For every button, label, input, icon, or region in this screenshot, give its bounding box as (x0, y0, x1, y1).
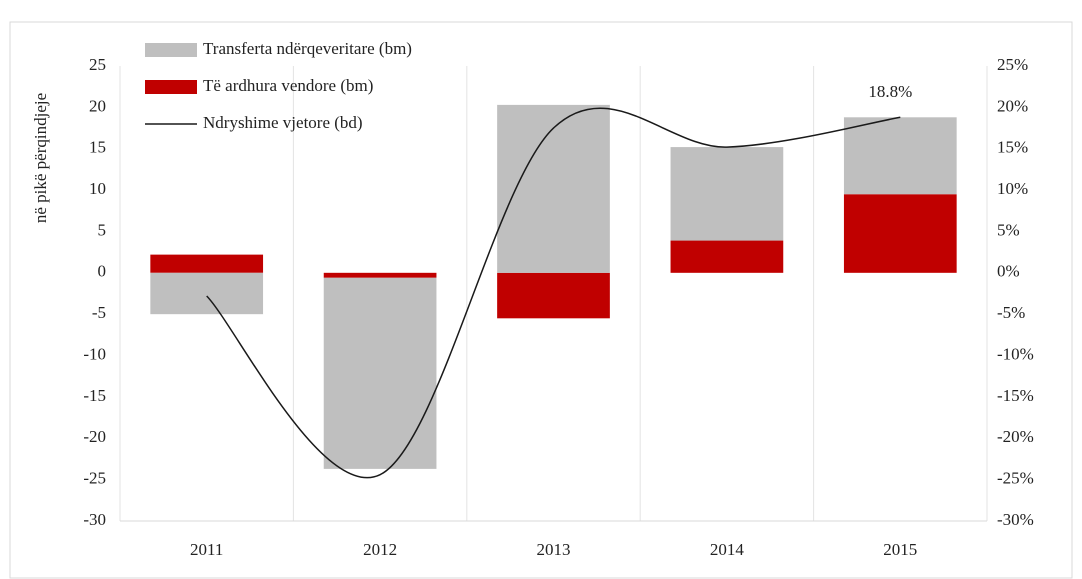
y2-tick-label: -10% (997, 344, 1034, 363)
bar (497, 272, 610, 319)
y-tick-label: -5 (92, 303, 106, 322)
y-tick-label: 10 (89, 179, 106, 198)
bar (843, 117, 957, 195)
x-tick-label: 2012 (363, 540, 397, 559)
y2-tick-label: 10% (997, 179, 1028, 198)
bar (150, 272, 264, 315)
y-axis-label: në pikë përqindjeje (31, 93, 50, 223)
bar (150, 254, 264, 273)
chart-border (9, 21, 1073, 579)
y2-tick-label: 0% (997, 262, 1020, 281)
bar (323, 272, 437, 278)
y-tick-label: 0 (98, 262, 107, 281)
y-tick-label: -25 (83, 469, 106, 488)
y2-tick-label: 15% (997, 138, 1028, 157)
y-tick-label: 20 (89, 96, 106, 115)
bar (843, 194, 957, 273)
bar (497, 104, 610, 273)
y-tick-label: -20 (83, 427, 106, 446)
y2-tick-label: -5% (997, 303, 1025, 322)
bar (323, 277, 437, 469)
line (206, 107, 901, 479)
y-tick-label: -10 (83, 344, 106, 363)
y2-tick-label: 20% (997, 96, 1028, 115)
bar (670, 240, 784, 273)
y2-tick-label: 25% (997, 55, 1028, 74)
y2-tick-label: -30% (997, 510, 1034, 529)
y2-tick-label: -25% (997, 469, 1034, 488)
data-label: 18.8% (868, 82, 912, 101)
legend-label: Transferta ndërqeveritare (bm) (203, 39, 412, 58)
x-tick-label: 2015 (883, 540, 917, 559)
y-tick-label: -15 (83, 386, 106, 405)
x-tick-label: 2014 (710, 540, 745, 559)
y-tick-label: 15 (89, 138, 106, 157)
legend-label: Të ardhura vendore (bm) (203, 76, 373, 95)
y-tick-label: 5 (98, 220, 107, 239)
legend-label: Ndryshime vjetore (bd) (203, 113, 363, 132)
y2-tick-label: -15% (997, 386, 1034, 405)
legend-swatch (145, 43, 197, 57)
y-tick-label: -30 (83, 510, 106, 529)
x-tick-label: 2011 (190, 540, 223, 559)
y2-tick-label: -20% (997, 427, 1034, 446)
y2-tick-label: 5% (997, 220, 1020, 239)
legend-swatch (145, 80, 197, 94)
bar (670, 147, 784, 241)
y-tick-label: 25 (89, 55, 106, 74)
x-tick-label: 2013 (537, 540, 571, 559)
